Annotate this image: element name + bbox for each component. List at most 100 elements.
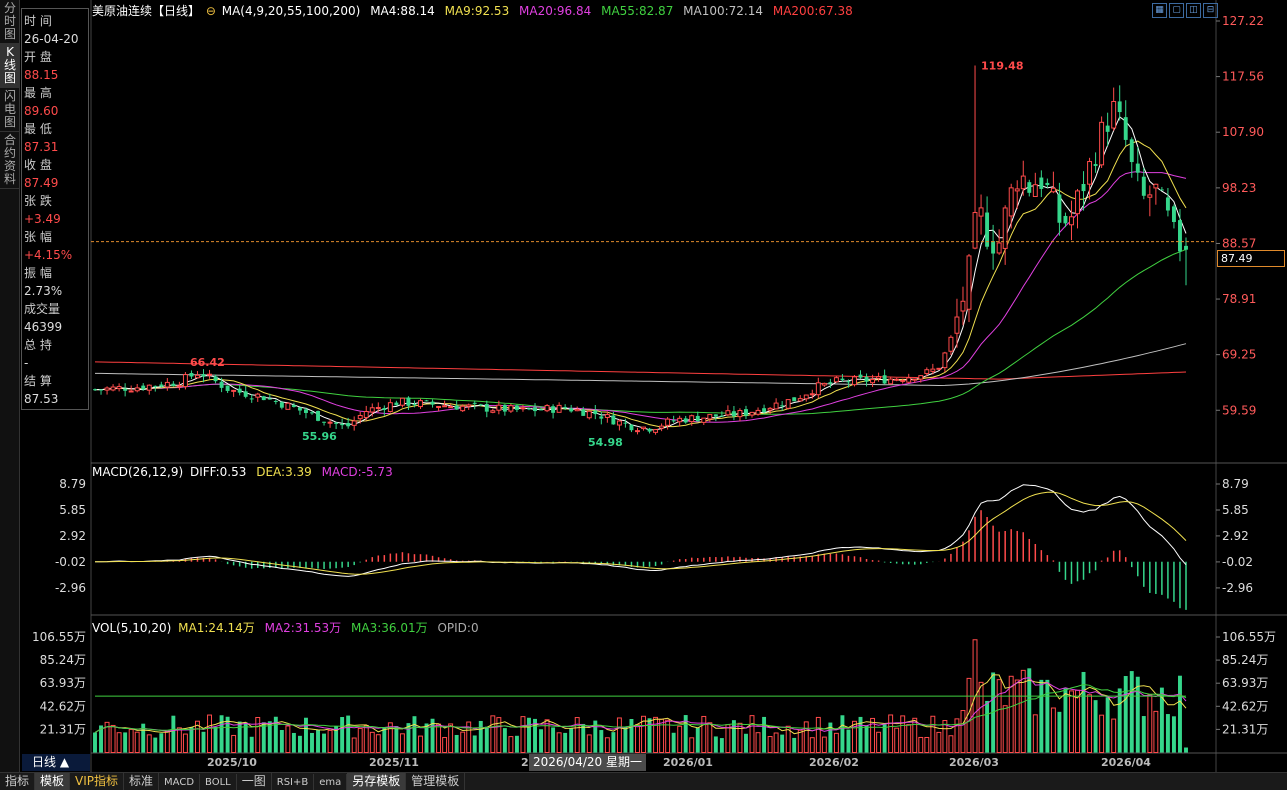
vol-axis-tick-left: 85.24万 bbox=[40, 653, 86, 667]
ma200-line bbox=[94, 361, 1187, 380]
candle-body bbox=[123, 388, 128, 391]
bottom-tab-9[interactable]: 另存模板 bbox=[347, 773, 407, 790]
vol-legend: VOL(5,10,20) MA1:24.14万 MA2:31.53万 MA3:3… bbox=[92, 619, 485, 636]
volume-bar bbox=[948, 735, 954, 754]
bottom-tab-1[interactable]: 模板 bbox=[35, 773, 71, 790]
volume-bar bbox=[369, 731, 375, 753]
bottom-tab-5[interactable]: BOLL bbox=[200, 774, 237, 790]
candle-body bbox=[569, 408, 574, 412]
volume-bar bbox=[828, 722, 833, 753]
price-axis-tick: 127.22 bbox=[1222, 14, 1264, 28]
volume-bar bbox=[159, 733, 164, 753]
volume-bar bbox=[864, 725, 869, 753]
volume-bar bbox=[110, 724, 116, 754]
volume-bar bbox=[285, 725, 291, 754]
volume-bar bbox=[182, 733, 188, 753]
volume-bar bbox=[424, 723, 429, 753]
bottom-tab-3[interactable]: 标准 bbox=[124, 773, 160, 790]
settings-circle-icon[interactable]: ⊖ bbox=[205, 4, 216, 18]
bottom-tab-8[interactable]: ema bbox=[314, 774, 348, 790]
volume-bar bbox=[291, 732, 296, 753]
candle-body bbox=[316, 410, 320, 421]
bottom-tab-7[interactable]: RSI+B bbox=[272, 774, 315, 790]
bottom-tab-10[interactable]: 管理模板 bbox=[406, 773, 466, 790]
view-tab-0[interactable]: 分时图 bbox=[0, 0, 20, 44]
candle-body bbox=[261, 396, 266, 401]
price-axis-tick: 78.91 bbox=[1222, 292, 1256, 306]
chart-title[interactable]: 美原油连续【日线】 bbox=[92, 4, 201, 18]
volume-bar bbox=[623, 727, 628, 753]
fullscreen-icon[interactable]: ▢ bbox=[1169, 3, 1184, 18]
volume-bar bbox=[978, 681, 984, 753]
vol-title[interactable]: VOL(5,10,20) bbox=[92, 621, 172, 635]
candle-body bbox=[653, 429, 659, 433]
candle-body bbox=[213, 376, 218, 382]
info-label: 张 幅 bbox=[24, 230, 52, 244]
candle-body bbox=[406, 397, 411, 406]
volume-bar bbox=[1105, 697, 1110, 753]
candle-body bbox=[1050, 187, 1056, 193]
candle-body bbox=[611, 415, 616, 425]
chart-canvas[interactable]: 127.22 117.56 107.90 98.23 88.57 78.91 69.25 59… bbox=[0, 0, 1287, 772]
volume-bar bbox=[141, 723, 146, 753]
volume-bar bbox=[574, 717, 580, 753]
high-annotation: 119.48 bbox=[981, 60, 1023, 73]
volume-bar bbox=[960, 710, 966, 753]
candle-body bbox=[484, 404, 489, 412]
grid-icon[interactable]: ▦ bbox=[1152, 3, 1167, 18]
bottom-tab-6[interactable]: 一图 bbox=[237, 773, 272, 790]
vertical-split-icon[interactable]: ◫ bbox=[1186, 3, 1201, 18]
bottom-tab-4[interactable]: MACD bbox=[159, 774, 201, 790]
volume-bar bbox=[128, 728, 134, 753]
macd-axis-tick-left: -2.96 bbox=[55, 581, 86, 595]
candle-body bbox=[1008, 187, 1014, 217]
volume-bar bbox=[846, 729, 851, 753]
vol-axis-tick: 85.24万 bbox=[1222, 653, 1268, 667]
volume-bar bbox=[502, 728, 507, 753]
candle-body bbox=[815, 382, 821, 396]
ma-params[interactable]: MA(4,9,20,55,100,200) bbox=[221, 4, 361, 18]
volume-bar bbox=[569, 728, 574, 753]
macd-title[interactable]: MACD(26,12,9) bbox=[92, 465, 184, 479]
info-value: - bbox=[24, 356, 29, 370]
candle-body bbox=[864, 376, 869, 382]
volume-bar bbox=[243, 722, 248, 753]
view-tab-2[interactable]: 闪电图 bbox=[0, 88, 20, 132]
price-axis-tick: 69.25 bbox=[1222, 348, 1256, 362]
candle-body bbox=[141, 385, 146, 390]
bottom-tab-0[interactable]: 指标 bbox=[0, 773, 36, 790]
volume-bar bbox=[1135, 676, 1140, 753]
volume-bar bbox=[357, 727, 363, 753]
ma200-value: MA200:67.38 bbox=[772, 4, 853, 18]
horizontal-split-icon[interactable]: ⊟ bbox=[1203, 3, 1218, 18]
chart-toolbar: ▦ ▢ ◫ ⊟ bbox=[1152, 1, 1220, 18]
volume-bar bbox=[852, 720, 857, 753]
volume-bar bbox=[894, 727, 900, 754]
candle-body bbox=[267, 398, 272, 400]
volume-bar bbox=[611, 732, 616, 753]
bottom-tab-2[interactable]: VIP指标 bbox=[70, 773, 125, 790]
candle-body bbox=[1020, 175, 1026, 190]
candle-body bbox=[725, 410, 731, 416]
info-value: 87.49 bbox=[24, 176, 59, 190]
volume-bar bbox=[1159, 687, 1164, 753]
candle-body bbox=[797, 398, 803, 402]
volume-bar bbox=[134, 731, 140, 753]
candle-body bbox=[1099, 121, 1105, 166]
volume-bar bbox=[394, 726, 399, 753]
volume-bar bbox=[1184, 747, 1188, 753]
volume-bar bbox=[773, 732, 779, 754]
volume-bar bbox=[508, 736, 514, 753]
candle-body bbox=[1014, 188, 1020, 192]
candle-body bbox=[996, 242, 1002, 254]
volume-bar bbox=[803, 721, 809, 753]
volume-bar bbox=[1123, 676, 1128, 753]
period-selector-button[interactable]: 日线 ▲ bbox=[22, 754, 90, 771]
volume-bar bbox=[146, 734, 152, 754]
volume-bar bbox=[833, 732, 839, 753]
volume-bar bbox=[1111, 718, 1117, 753]
volume-bar bbox=[586, 734, 592, 753]
view-tab-3[interactable]: 合约资料 bbox=[0, 132, 20, 189]
x-tick-label: 2026/03 bbox=[949, 756, 999, 769]
